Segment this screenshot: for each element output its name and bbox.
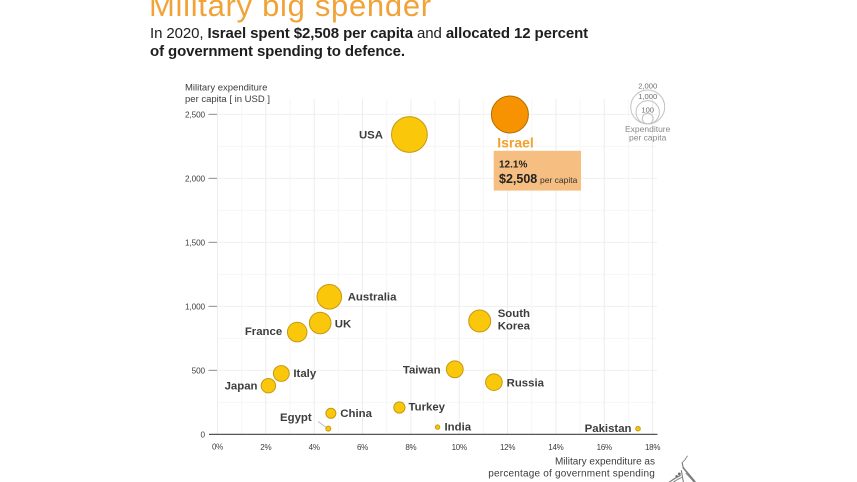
svg-text:2%: 2%: [260, 443, 271, 452]
svg-text:France: France: [245, 326, 282, 338]
svg-text:Military expenditure: Military expenditure: [185, 83, 267, 94]
svg-text:2,500: 2,500: [185, 110, 206, 119]
svg-text:100: 100: [641, 106, 654, 115]
svg-text:1,000: 1,000: [185, 302, 206, 311]
svg-text:China: China: [340, 408, 372, 420]
svg-text:Egypt: Egypt: [280, 412, 312, 424]
svg-text:500: 500: [192, 366, 206, 375]
svg-text:Turkey: Turkey: [409, 402, 446, 414]
svg-text:Military expenditure as: Military expenditure as: [555, 457, 655, 468]
svg-text:14%: 14%: [548, 443, 563, 452]
svg-text:Taiwan: Taiwan: [403, 364, 441, 376]
svg-text:UK: UK: [335, 319, 352, 331]
svg-text:South: South: [498, 308, 530, 320]
svg-text:0: 0: [201, 430, 206, 439]
svg-text:Israel: Israel: [497, 134, 534, 150]
svg-text:2,000: 2,000: [185, 174, 206, 183]
svg-text:Italy: Italy: [293, 368, 316, 380]
svg-text:1,500: 1,500: [185, 238, 206, 247]
svg-text:4%: 4%: [309, 443, 320, 452]
svg-text:Australia: Australia: [348, 292, 397, 304]
svg-text:10%: 10%: [452, 443, 467, 452]
svg-text:8%: 8%: [405, 443, 416, 452]
svg-text:percentage of government spend: percentage of government spending: [488, 468, 655, 479]
svg-text:0%: 0%: [212, 443, 223, 452]
svg-text:6%: 6%: [357, 443, 368, 452]
svg-text:18%: 18%: [645, 443, 660, 452]
svg-text:2,000: 2,000: [638, 82, 657, 91]
svg-text:per capita [ in USD ]: per capita [ in USD ]: [185, 94, 270, 105]
svg-text:Japan: Japan: [225, 380, 258, 392]
svg-text:16%: 16%: [597, 443, 612, 452]
svg-text:Russia: Russia: [507, 377, 545, 389]
svg-text:Pakistan: Pakistan: [585, 423, 632, 435]
svg-text:$2,508: $2,508: [499, 172, 537, 186]
svg-text:per capita: per capita: [629, 133, 667, 143]
svg-text:Korea: Korea: [498, 321, 531, 333]
svg-text:Expenditure: Expenditure: [625, 124, 671, 134]
svg-text:per capita: per capita: [540, 175, 578, 185]
svg-text:India: India: [445, 422, 472, 434]
svg-text:1,000: 1,000: [638, 92, 657, 101]
svg-text:12.1%: 12.1%: [499, 160, 527, 171]
svg-text:USA: USA: [359, 130, 383, 142]
svg-text:12%: 12%: [500, 443, 515, 452]
